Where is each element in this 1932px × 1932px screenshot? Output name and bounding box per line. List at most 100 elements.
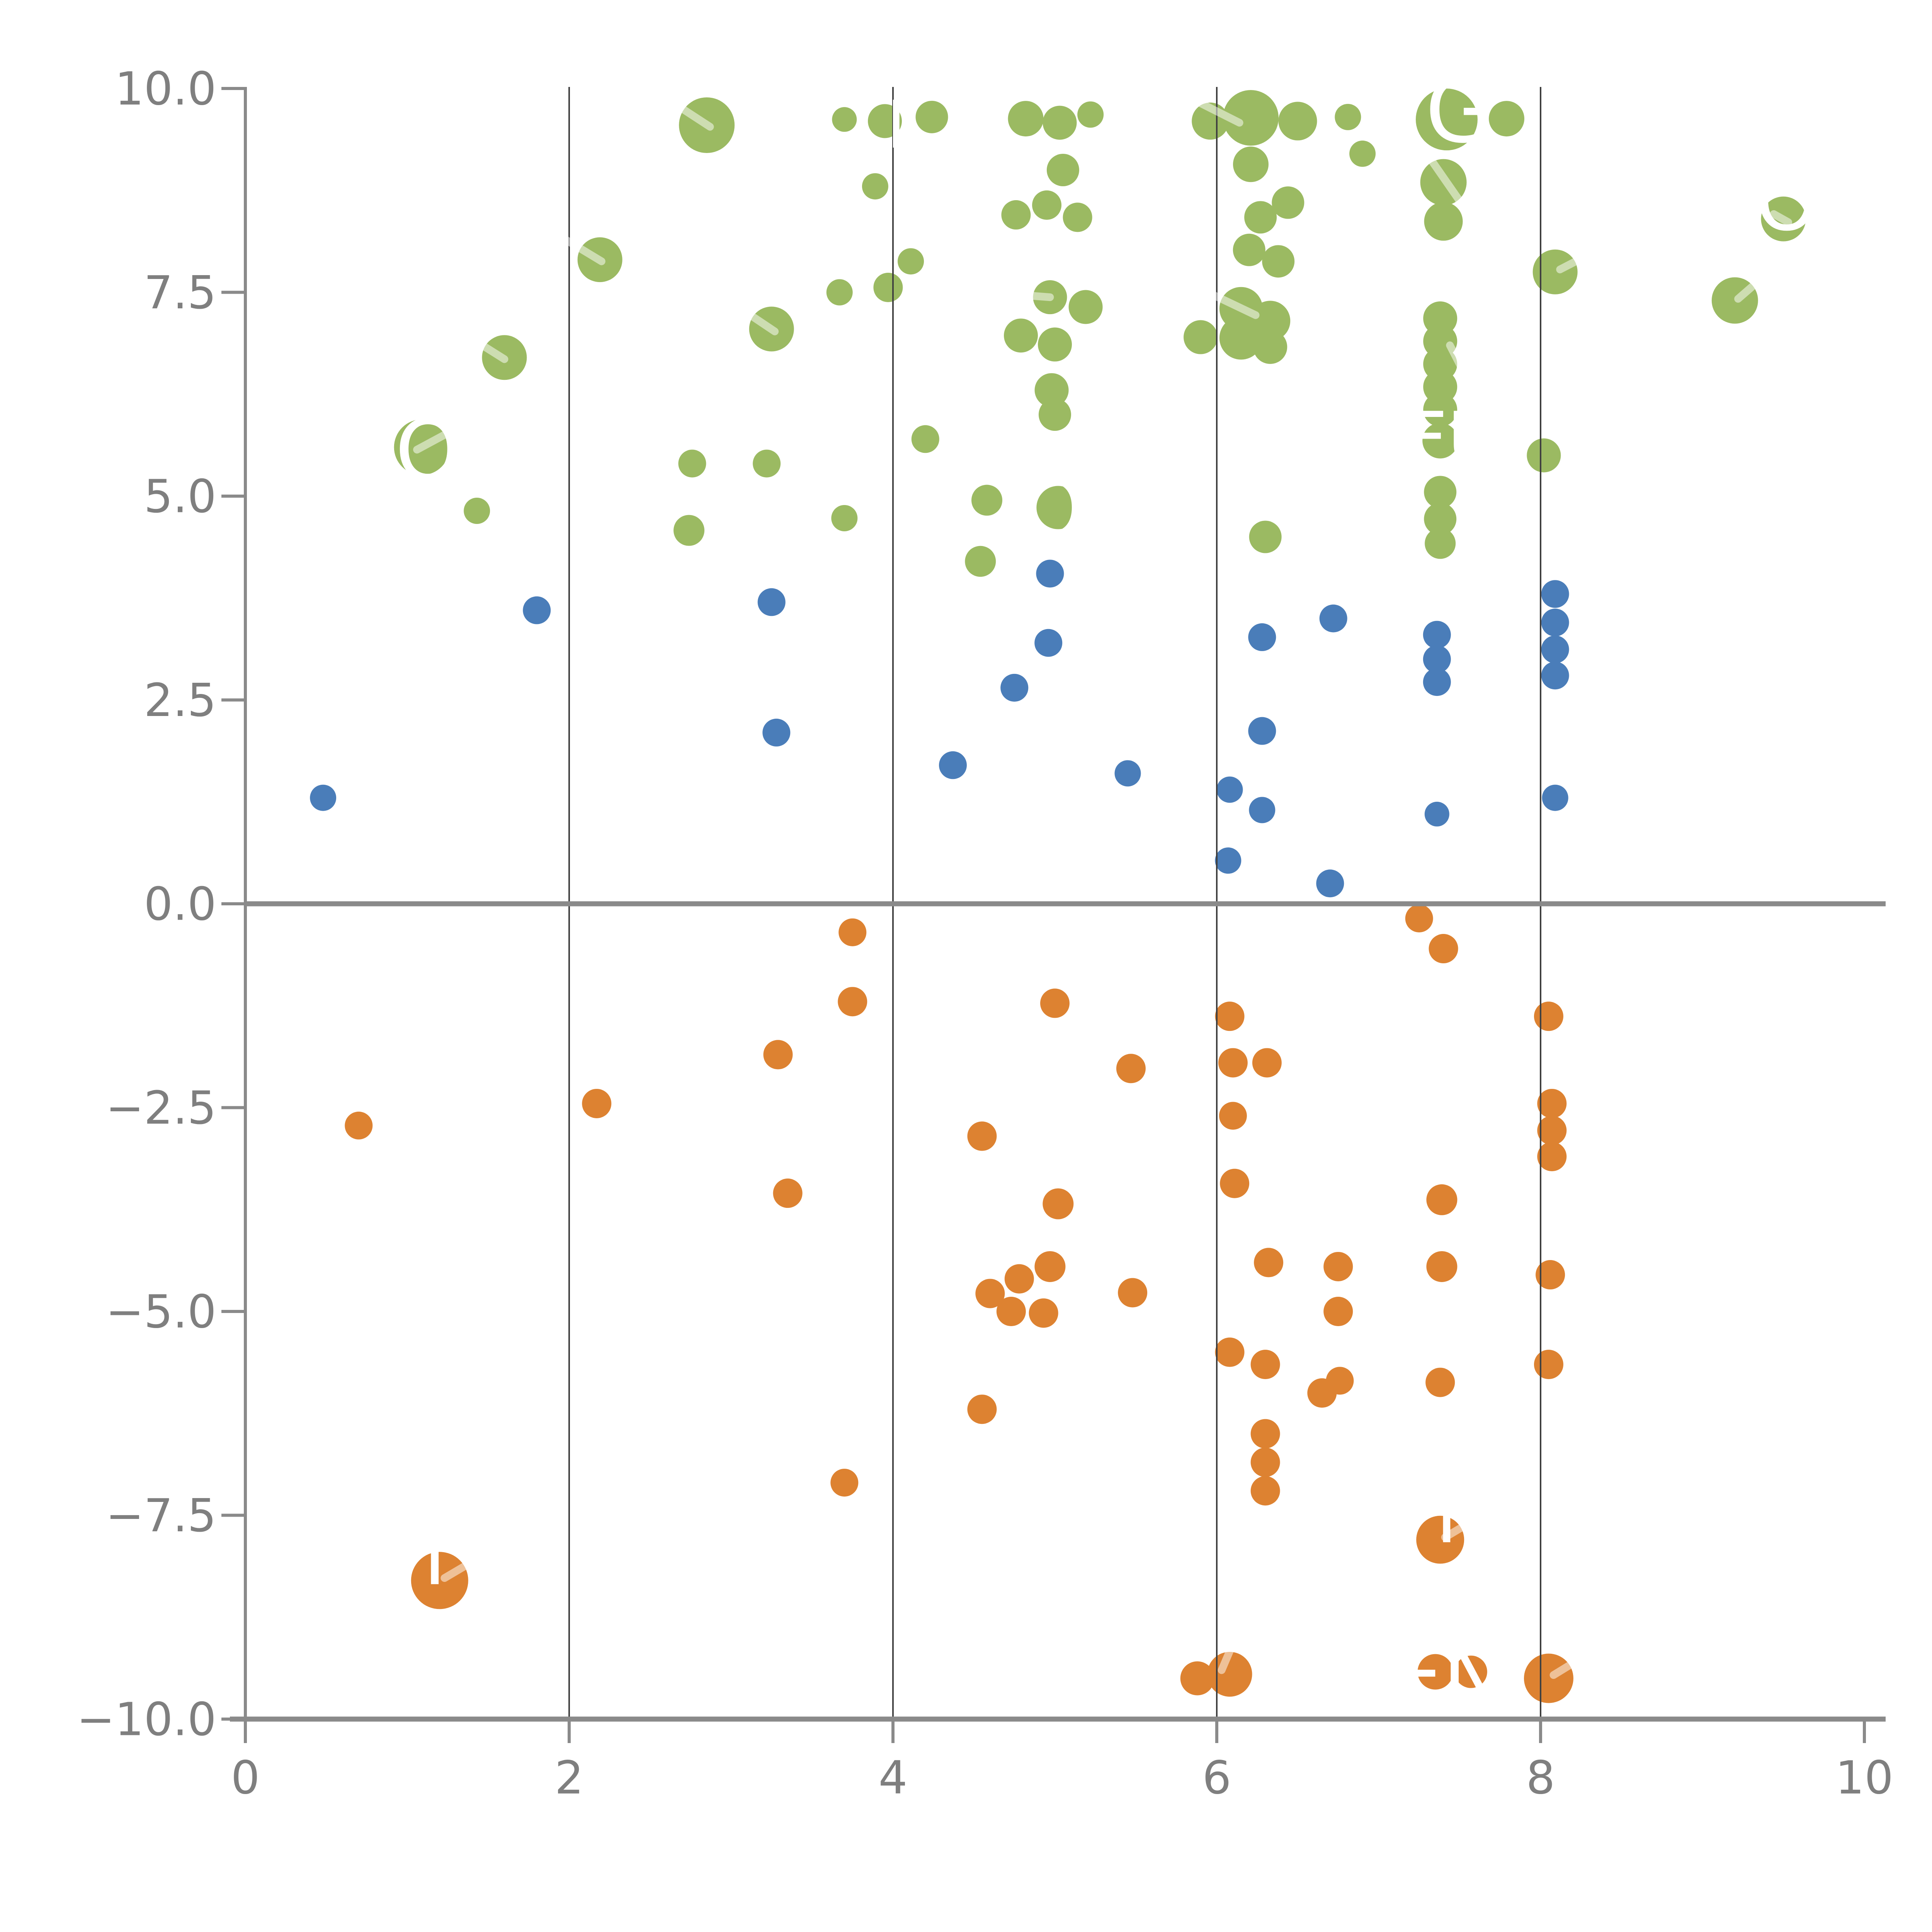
- data-point: [1249, 797, 1276, 823]
- data-point: [1424, 476, 1457, 509]
- data-point: [1527, 438, 1561, 473]
- data-point: [965, 546, 996, 577]
- data-point: [1278, 102, 1317, 141]
- data-point: [1541, 635, 1569, 663]
- data-point: [1004, 318, 1038, 353]
- data-point: [1423, 393, 1458, 427]
- data-point: [1250, 1419, 1280, 1449]
- data-point: [345, 1111, 373, 1139]
- data-point: [1429, 934, 1458, 964]
- data-point: [1534, 1002, 1563, 1031]
- annotation-leader-line: [1770, 210, 1793, 226]
- data-point: [1215, 847, 1242, 874]
- data-point: [862, 173, 888, 200]
- leader-lines-layer: [413, 94, 1793, 1679]
- data-point: [1034, 1251, 1066, 1282]
- data-point: [1248, 623, 1276, 651]
- data-point: [1349, 140, 1376, 167]
- data-point: [1114, 760, 1141, 787]
- x-tick-label: 4: [878, 1751, 907, 1804]
- annotation-leader-line: [1384, 94, 1473, 219]
- data-point: [1541, 609, 1569, 637]
- data-point: [310, 784, 337, 811]
- data-point: [1215, 1002, 1245, 1031]
- annotation-leader-line: [461, 331, 509, 363]
- data-point: [967, 1121, 997, 1151]
- annotation-label-fragment: OT: [1022, 463, 1133, 555]
- annotation-label-fragment: FU: [1405, 396, 1501, 482]
- data-point: [1043, 105, 1077, 140]
- data-point: [1216, 776, 1243, 803]
- data-point: [1029, 1298, 1058, 1328]
- data-point: [1244, 201, 1277, 234]
- y-tick-label: 0.0: [144, 877, 216, 930]
- x-tick-label: 10: [1835, 1751, 1893, 1804]
- data-point: [1248, 717, 1276, 745]
- annotation-label-fragment: I: [566, 1514, 585, 1590]
- data-point: [1219, 1102, 1247, 1130]
- data-point: [1046, 154, 1079, 186]
- data-point: [1039, 398, 1071, 431]
- x-tick-label: 2: [554, 1751, 583, 1804]
- data-point: [773, 1179, 803, 1208]
- data-point: [1541, 662, 1569, 690]
- data-point: [1036, 560, 1064, 588]
- data-point: [1405, 904, 1433, 932]
- data-point: [1077, 101, 1104, 128]
- data-point: [1250, 1476, 1280, 1506]
- axes-layer: 0 2 4 6 8 10 −10.0 −7.5 −5.0 −2.5 0.0 2.5 5.0 7.5 10.0: [77, 62, 1893, 1804]
- data-point: [1323, 1252, 1353, 1281]
- annotation-label-fragment: EOP: [343, 402, 511, 499]
- annotation-leader-line: [727, 298, 779, 335]
- data-point: [1542, 784, 1568, 811]
- annotation-label-fragment: I: [564, 1487, 583, 1563]
- data-point: [1272, 186, 1304, 219]
- data-point: [996, 1297, 1026, 1326]
- data-point: [838, 918, 867, 946]
- annotation-leader-line: [1734, 264, 1778, 303]
- data-point: [831, 505, 858, 531]
- data-point: [1233, 233, 1265, 266]
- y-tick-label: −2.5: [105, 1081, 216, 1134]
- data-point: [1524, 1653, 1573, 1703]
- data-point: [1335, 104, 1361, 130]
- annotation-label-fragment: I: [1436, 1474, 1458, 1560]
- annotation-label-fragment: O: [1755, 156, 1818, 248]
- annotation-leader-line: [1556, 238, 1617, 274]
- data-point: [1038, 327, 1072, 362]
- data-point: [1004, 1264, 1034, 1294]
- data-point: [1223, 90, 1279, 146]
- x-tick-label: 6: [1202, 1751, 1231, 1804]
- data-point: [1218, 1048, 1248, 1078]
- data-point: [1250, 1447, 1280, 1477]
- data-point: [1424, 202, 1463, 241]
- data-point: [1422, 423, 1458, 459]
- annotation-label-fragment: I: [886, 87, 906, 163]
- data-point: [1454, 1655, 1487, 1688]
- annotation-leader-line: [1218, 1632, 1240, 1674]
- annotation-label-fragment: G: [1425, 60, 1494, 163]
- data-point: [1252, 1048, 1282, 1078]
- data-point: [1326, 1367, 1354, 1395]
- data-point: [1316, 869, 1344, 898]
- annotation-leader-line: [951, 286, 1054, 301]
- data-point: [1415, 88, 1478, 151]
- data-point: [1118, 1278, 1148, 1308]
- data-point: [1008, 101, 1044, 137]
- data-point: [1068, 290, 1103, 324]
- y-tick-label: −5.0: [105, 1285, 216, 1338]
- blue-group: [310, 560, 1569, 898]
- data-point: [1323, 1297, 1353, 1326]
- y-tick-label: 10.0: [115, 62, 216, 115]
- data-point: [1425, 528, 1456, 559]
- data-point: [1424, 801, 1449, 827]
- annotation-leader-line: [1441, 1502, 1503, 1541]
- data-point: [1541, 580, 1569, 608]
- x-tick-label: 8: [1526, 1751, 1555, 1804]
- data-point: [1116, 1054, 1146, 1083]
- data-point: [1417, 1654, 1453, 1690]
- data-point: [911, 425, 939, 453]
- y-tick-label: 7.5: [144, 266, 216, 319]
